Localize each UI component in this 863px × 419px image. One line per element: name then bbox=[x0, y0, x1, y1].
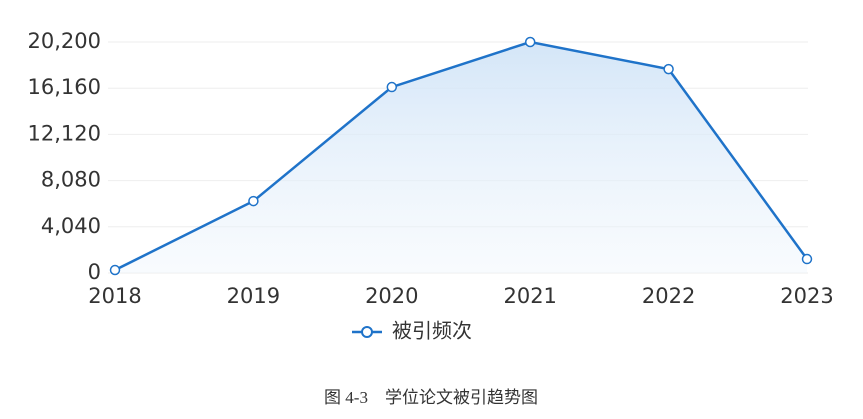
x-tick-label: 2020 bbox=[365, 284, 418, 308]
x-tick-label: 2018 bbox=[88, 284, 141, 308]
y-tick-label: 20,200 bbox=[28, 29, 101, 53]
x-tick-label: 2019 bbox=[227, 284, 280, 308]
legend-marker bbox=[361, 326, 373, 338]
point bbox=[109, 264, 121, 276]
y-tick-label: 16,160 bbox=[28, 75, 101, 99]
area bbox=[115, 42, 807, 273]
x-tick-label: 2021 bbox=[503, 284, 556, 308]
y-tick-label: 4,040 bbox=[41, 214, 101, 238]
point bbox=[663, 63, 674, 75]
point bbox=[524, 36, 536, 48]
point bbox=[801, 253, 813, 265]
legend-label: 被引频次 bbox=[392, 319, 472, 343]
point bbox=[386, 81, 398, 93]
y-tick-label: 0 bbox=[88, 260, 101, 284]
x-tick-label: 2022 bbox=[642, 284, 695, 308]
x-tick-label: 2023 bbox=[780, 284, 833, 308]
caption: 图 4‑3 学位论文被引趋势图 bbox=[324, 388, 538, 407]
y-tick-label: 8,080 bbox=[41, 168, 101, 192]
y-tick-label: 12,120 bbox=[28, 121, 101, 145]
line bbox=[114, 40, 809, 272]
point bbox=[248, 195, 259, 207]
